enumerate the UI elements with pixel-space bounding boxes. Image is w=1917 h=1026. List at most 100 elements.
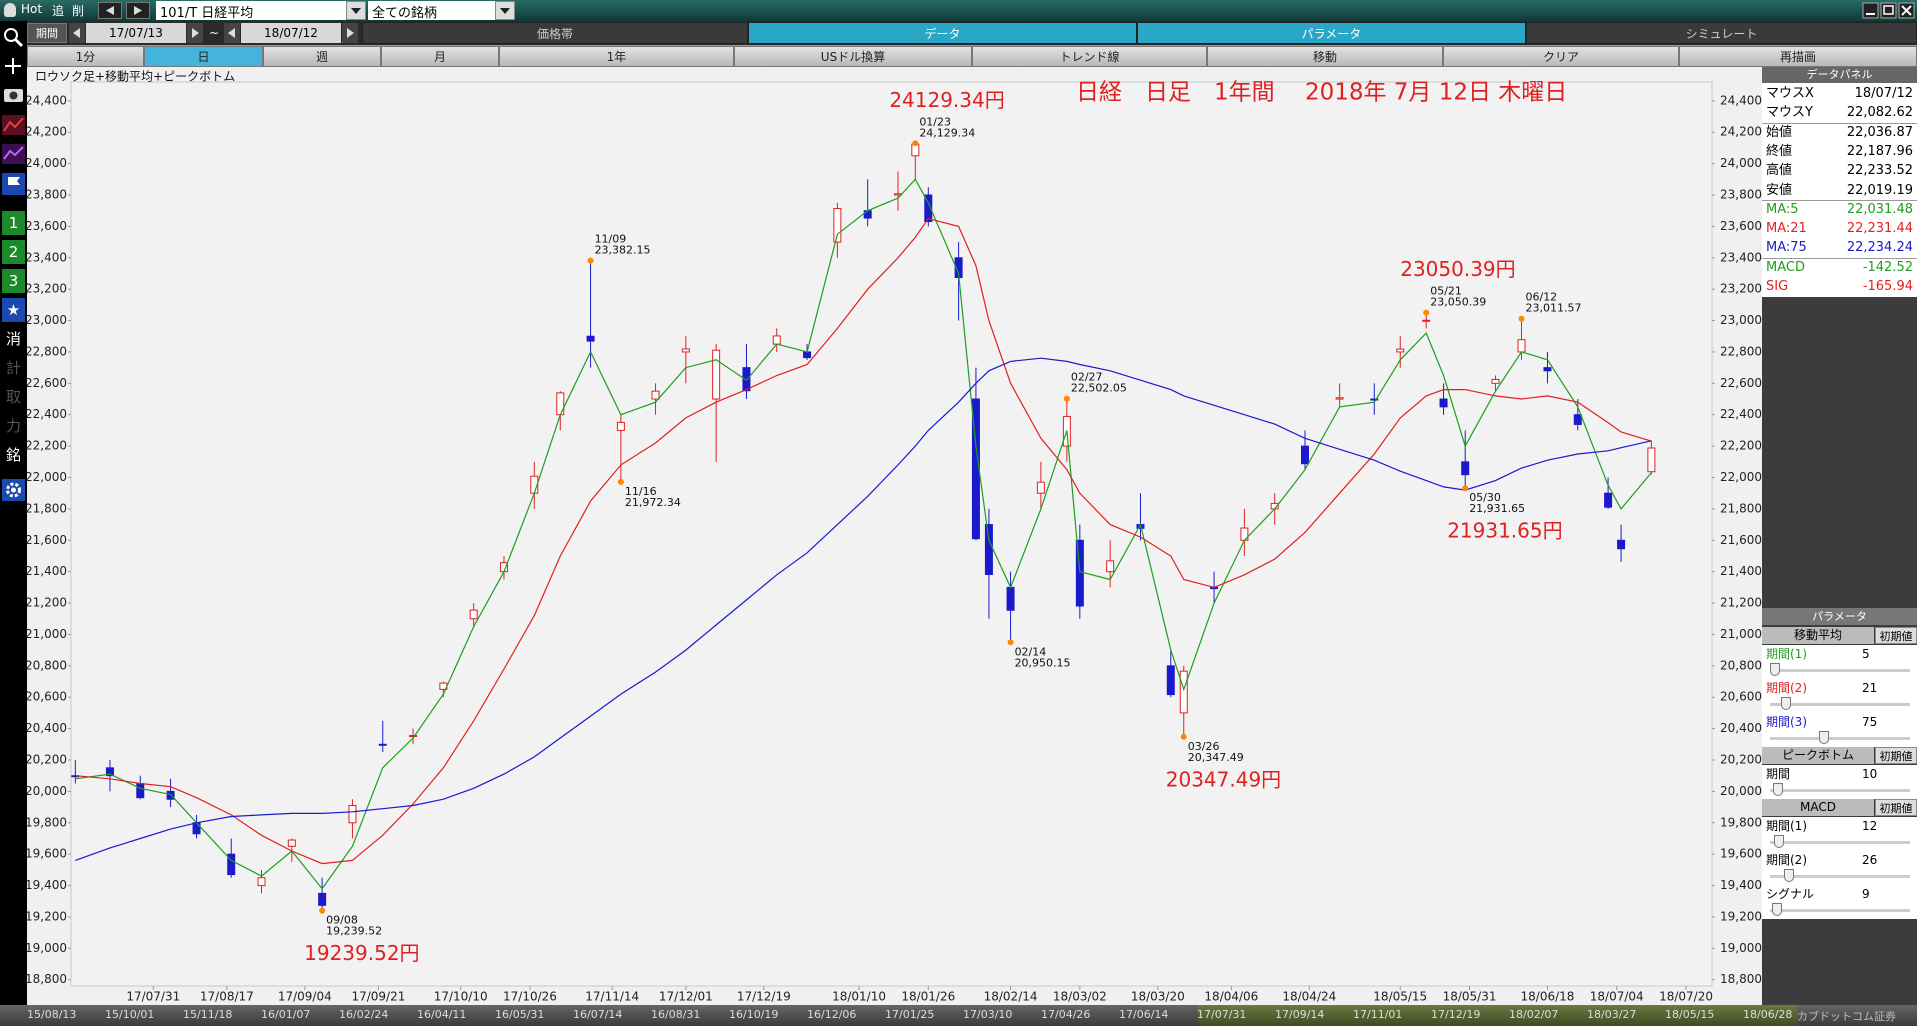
sidebar-button[interactable]: 取: [2, 385, 25, 409]
sidebar-button[interactable]: 2: [2, 240, 25, 264]
candle-body: [227, 853, 236, 876]
candle-body: [1370, 398, 1379, 401]
overview-label: 16/01/07: [261, 1008, 311, 1021]
overview-label: 16/05/31: [495, 1008, 545, 1021]
overview-label: 16/07/14: [573, 1008, 623, 1021]
param-section: ピークボトム: [1762, 747, 1874, 764]
x-tick-label: 18/07/20: [1659, 990, 1713, 1004]
y-tick-label: 21,000: [27, 627, 67, 641]
tab[interactable]: パラメータ: [1137, 22, 1526, 44]
menu-button[interactable]: 再描画: [1679, 46, 1917, 67]
menu-button[interactable]: クリア: [1443, 46, 1679, 67]
toolbar-button[interactable]: 追: [52, 4, 65, 18]
row-value: 18/07/12: [1854, 86, 1913, 101]
reset-button[interactable]: 初期値: [1875, 747, 1917, 764]
candle-body: [803, 351, 812, 359]
y-tick-label: 19,600: [1720, 847, 1762, 861]
y-tick-label: 20,800: [27, 658, 67, 672]
x-tick-label: 18/05/15: [1373, 990, 1427, 1004]
candle-body: [833, 207, 842, 243]
y-tick-label: 23,600: [1720, 219, 1762, 233]
forward-button[interactable]: [126, 2, 150, 19]
settings-icon[interactable]: [0, 478, 27, 503]
reset-button[interactable]: 初期値: [1875, 627, 1917, 644]
slider-knob[interactable]: [1772, 903, 1783, 916]
slider-knob[interactable]: [1773, 783, 1783, 796]
sidebar-button[interactable]: 1: [2, 211, 25, 235]
candle-body: [586, 335, 595, 342]
reset-button[interactable]: 初期値: [1875, 799, 1917, 816]
param-value: 5: [1862, 647, 1870, 661]
sidebar-button[interactable]: 消: [2, 327, 25, 351]
overview-label: 17/01/25: [885, 1008, 935, 1021]
tab[interactable]: シミュレート: [1526, 22, 1917, 44]
menu-button[interactable]: 日: [144, 46, 263, 67]
y-tick-label: 23,800: [1720, 188, 1762, 202]
arrow-button[interactable]: [69, 23, 85, 43]
y-tick-label: 20,400: [27, 721, 67, 735]
menu-button[interactable]: USドル換算: [734, 46, 972, 67]
candle-body: [924, 194, 933, 223]
candle-body: [863, 210, 872, 219]
candle-body: [1573, 414, 1582, 425]
candle-body: [378, 743, 387, 746]
x-tick-label: 17/11/14: [585, 990, 639, 1004]
peak-big-label: 24129.34円: [889, 88, 1004, 112]
company-label: カブドットコム証券: [1797, 1010, 1896, 1023]
y-tick-label: 24,200: [1720, 125, 1762, 139]
param-value: 12: [1862, 819, 1878, 833]
date-to[interactable]: 18/07/12: [241, 23, 341, 43]
menu-button[interactable]: トレンド線: [972, 46, 1207, 67]
menu-button[interactable]: 移動: [1207, 46, 1443, 67]
menu-button[interactable]: 月: [381, 46, 499, 67]
tab[interactable]: データ: [748, 22, 1137, 44]
y-tick-label: 21,200: [1720, 596, 1762, 610]
slider-track: [1770, 669, 1910, 672]
sidebar-button[interactable]: 銘: [2, 443, 25, 467]
back-button[interactable]: [98, 2, 122, 19]
arrow-button[interactable]: [342, 23, 358, 43]
y-tick-label: 19,000: [27, 941, 67, 955]
overview-label: 18/03/27: [1587, 1008, 1637, 1021]
row-value: 22,019.19: [1846, 182, 1913, 198]
right-panel: データパネル マウスX 18/07/12 マウスY 22,082.62 始値 22,036.…: [1762, 67, 1917, 1005]
candle-body: [742, 367, 751, 392]
arrow-button[interactable]: [187, 23, 203, 43]
sidebar-button[interactable]: 力: [2, 414, 25, 438]
slider-knob[interactable]: [1769, 663, 1780, 676]
arrow-button[interactable]: [224, 23, 240, 43]
date-from[interactable]: 17/07/13: [86, 23, 186, 43]
peak-marker: [617, 478, 624, 485]
tab[interactable]: 価格帯: [362, 22, 748, 44]
universe-dropdown[interactable]: [495, 1, 515, 20]
universe-input[interactable]: 全ての銘柄: [368, 1, 495, 20]
slider-track: [1770, 841, 1910, 844]
symbol-dropdown[interactable]: [346, 1, 366, 20]
y-tick-label: 19,800: [27, 815, 67, 829]
menu-button[interactable]: 1年: [499, 46, 734, 67]
x-tick-label: 18/03/20: [1131, 990, 1185, 1004]
y-tick-label: 20,600: [27, 690, 67, 704]
panel-body: [1762, 83, 1917, 297]
menu-button[interactable]: 1分: [27, 46, 144, 67]
bulb-icon[interactable]: [4, 3, 16, 17]
peak-value: 23,050.39: [1430, 296, 1486, 309]
candle-body: [712, 349, 721, 400]
param-label: 期間(1): [1766, 819, 1807, 833]
symbol-input[interactable]: 101/T 日経平均: [156, 1, 346, 20]
slider-track: [1770, 737, 1910, 740]
toolbar-button[interactable]: Hot: [21, 2, 43, 16]
slider-knob[interactable]: [1774, 835, 1785, 848]
param-value: 21: [1862, 681, 1878, 695]
sidebar-button[interactable]: ★: [2, 298, 25, 322]
sidebar-button[interactable]: 3: [2, 269, 25, 293]
peak-date: 02/27: [1071, 371, 1103, 384]
x-tick-label: 17/07/31: [126, 990, 180, 1004]
slider-knob[interactable]: [1818, 731, 1829, 744]
slider-knob[interactable]: [1780, 697, 1791, 710]
row-label: マウスX: [1766, 86, 1814, 101]
menu-button[interactable]: 週: [263, 46, 381, 67]
slider-knob[interactable]: [1784, 869, 1795, 882]
toolbar-button[interactable]: 削: [72, 4, 85, 18]
sidebar-button[interactable]: 計: [2, 356, 25, 380]
